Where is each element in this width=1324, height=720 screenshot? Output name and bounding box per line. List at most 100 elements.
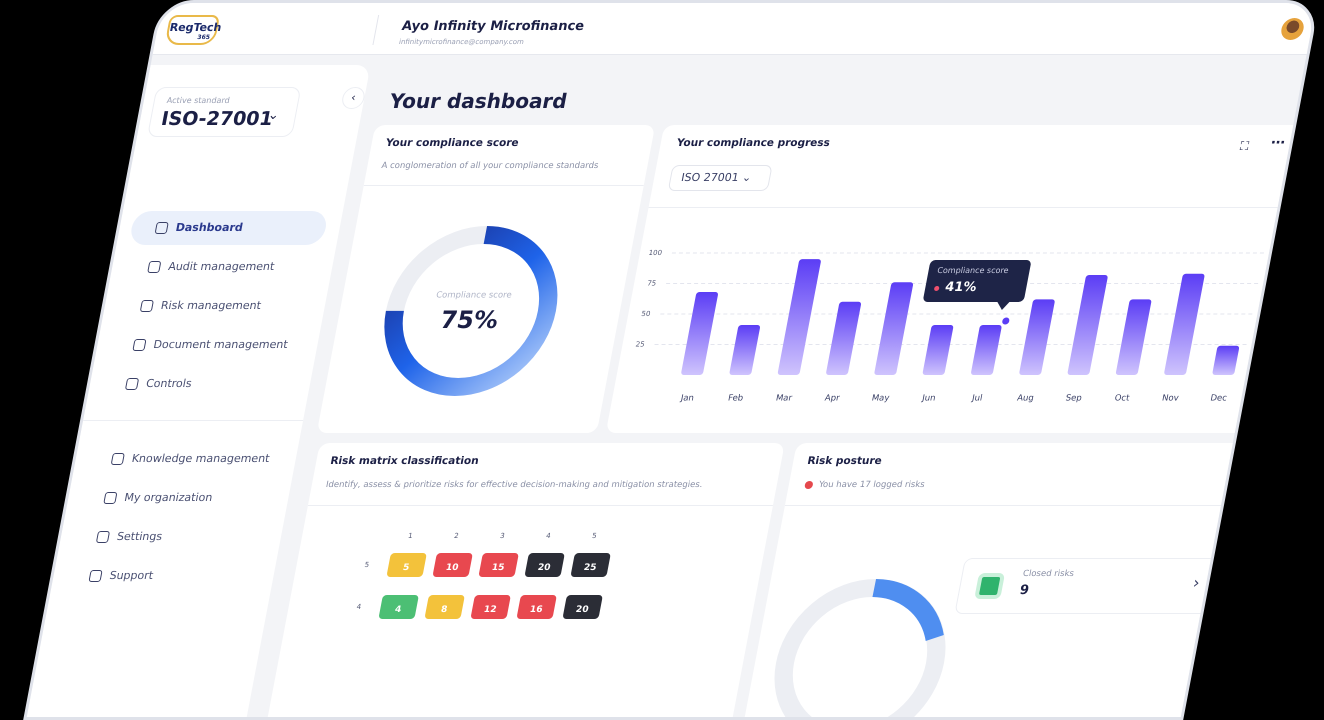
x-tick-label: Apr — [824, 394, 841, 404]
row-label: 5 — [363, 561, 370, 569]
nav-item[interactable]: Dashboard — [128, 211, 329, 245]
divider — [82, 420, 304, 421]
nav-label: Support — [108, 569, 155, 582]
score-card: Your compliance score A conglomeration o… — [316, 125, 656, 433]
donut: Compliance score 75% — [384, 226, 558, 396]
nav-label: Dashboard — [174, 221, 245, 234]
page-title: Your dashboard — [387, 89, 570, 113]
x-tick-label: Aug — [1016, 394, 1034, 404]
bar — [681, 292, 718, 375]
chevron: ⌄ — [266, 108, 281, 123]
bar — [971, 324, 1002, 375]
divider — [307, 505, 774, 506]
company-name: Ayo Infinity Microfinance — [400, 19, 586, 34]
bar — [922, 324, 954, 375]
tooltip-point — [1000, 315, 1012, 327]
donut-value: 75% — [438, 306, 501, 334]
matrix-cell: 25 — [570, 553, 611, 577]
nav-label: My organization — [123, 491, 214, 504]
risk-matrix-card: Risk matrix classification Identify, ass… — [262, 443, 785, 720]
nav-label: Knowledge management — [130, 452, 271, 465]
matrix-cell: 4 — [378, 595, 419, 619]
y-tick-label: 25 — [635, 340, 646, 349]
nav-icon — [132, 339, 147, 351]
bar — [1019, 299, 1055, 375]
nav-label: Document management — [152, 338, 289, 351]
collapse-button[interactable]: ‹ — [340, 87, 367, 109]
logo[interactable]: RegTech 365 — [164, 15, 223, 45]
x-tick-label: Sep — [1065, 394, 1083, 404]
nav-item[interactable]: Document management — [106, 328, 306, 362]
x-tick-label: Nov — [1161, 394, 1179, 404]
bar-chart: 25 50 75 100 Jan Feb Mar Apr May Jun Jul Aug Sep Oct N… — [635, 248, 1266, 404]
chevron: › — [1191, 573, 1202, 592]
matrix-cell: 15 — [478, 553, 519, 577]
tooltip-value: 41% — [943, 279, 978, 295]
y-tick-label: 50 — [641, 309, 652, 318]
nav-label: Controls — [144, 377, 193, 390]
matrix-cell: 20 — [562, 595, 603, 619]
bar — [777, 259, 821, 376]
logo-sub: 365 — [196, 34, 211, 41]
nav-icon — [110, 453, 125, 465]
standard-value: ISO-27001 — [159, 108, 275, 130]
closed-risks[interactable]: Closed risks 9 › — [954, 558, 1235, 614]
standard-label: Active standard — [166, 96, 231, 105]
nav-icon — [147, 261, 162, 273]
nav-icon — [139, 300, 154, 312]
column-label: 3 — [499, 532, 506, 540]
donut-label: Compliance score — [435, 291, 512, 301]
closed-count: 9 — [1018, 583, 1031, 598]
nav-item[interactable]: My organization — [77, 481, 277, 515]
bar — [1115, 299, 1152, 375]
matrix-cell: 8 — [424, 595, 465, 619]
donut-arc — [384, 226, 558, 396]
header: RegTech 365 Ayo Infinity Microfinance inf… — [152, 3, 1317, 55]
nav-label: Audit management — [167, 260, 276, 273]
tooltip-dot — [933, 285, 940, 291]
company-email: infinitymicrofinance@company.com — [398, 38, 525, 46]
matrix-cell: 10 — [432, 553, 473, 577]
column-label: 4 — [545, 532, 552, 540]
x-tick-label: Feb — [727, 394, 744, 404]
bar — [1164, 273, 1205, 376]
y-tick-label: 75 — [646, 279, 657, 288]
divider — [372, 15, 380, 45]
nav-label: Settings — [115, 530, 164, 543]
x-tick-label: May — [871, 394, 890, 404]
bar — [1067, 274, 1108, 376]
x-tick-label: Mar — [775, 394, 793, 404]
standard-select[interactable]: Active standard ISO-27001 ⌄ — [146, 87, 302, 137]
nav-icon — [95, 531, 111, 543]
closed-label: Closed risks — [1021, 569, 1075, 579]
page: RegTech 365 Ayo Infinity Microfinance inf… — [23, 0, 1320, 720]
matrix-cell: 20 — [524, 553, 565, 577]
nav-label: Risk management — [159, 299, 263, 312]
tooltip-pointer — [997, 301, 1010, 310]
risk-posture-card: Risk posture You have 17 logged risks Cl… — [739, 443, 1252, 720]
nav-icon — [154, 222, 169, 234]
check-icon — [974, 573, 1006, 599]
nav-item[interactable]: Risk management — [114, 289, 314, 323]
matrix-cell: 12 — [470, 595, 511, 619]
progress-card: Your compliance progress ISO 27001 ⌄ ⛶ ⋯… — [605, 125, 1308, 433]
bar — [874, 282, 914, 375]
nav-item[interactable]: Audit management — [121, 250, 321, 284]
bar — [1212, 345, 1240, 376]
avatar[interactable] — [1279, 18, 1306, 40]
device: RegTech 365 Ayo Infinity Microfinance inf… — [23, 0, 1320, 720]
card-subtitle: Identify, assess & prioritize risks for … — [324, 480, 704, 490]
matrix-cell: 5 — [386, 553, 427, 577]
nav-item[interactable]: Knowledge management — [85, 442, 285, 476]
column-label: 1 — [407, 532, 414, 540]
card-title: Risk matrix classification — [329, 455, 480, 467]
nav-item[interactable]: Support — [62, 559, 262, 593]
x-tick-label: Jul — [970, 394, 983, 404]
x-tick-label: Jun — [920, 394, 936, 404]
x-tick-label: Oct — [1114, 394, 1131, 404]
column-label: 5 — [591, 532, 598, 540]
x-tick-label: Jan — [679, 394, 695, 404]
logo-text: RegTech — [168, 21, 223, 34]
nav-item[interactable]: Settings — [70, 520, 270, 554]
nav-item[interactable]: Controls — [99, 367, 299, 401]
